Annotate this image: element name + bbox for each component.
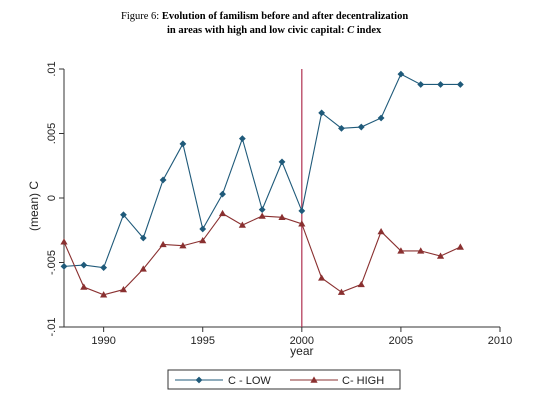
- chart-axes: 1990 1995 2000 2005 2010 -.01 -.005 0 .005 .01: [46, 61, 512, 347]
- series-marker-diamond: [139, 234, 147, 242]
- x-tick-label: 2010: [488, 335, 512, 347]
- caption-index-letter: C: [347, 25, 355, 36]
- series-marker-triangle: [318, 274, 326, 281]
- caption-line-1: Figure 6: Evolution of familism before a…: [121, 10, 408, 24]
- series-marker-diamond: [338, 124, 345, 132]
- series-marker-diamond: [219, 190, 226, 198]
- series-marker-diamond: [456, 81, 464, 88]
- series-marker-diamond: [357, 123, 365, 131]
- legend-label: C- HIGH: [342, 375, 384, 387]
- legend-label: C - LOW: [228, 375, 271, 387]
- series-marker-triangle: [357, 280, 365, 288]
- series-marker-triangle: [139, 265, 147, 272]
- series-marker-diamond: [258, 206, 266, 214]
- series-marker-diamond: [417, 81, 425, 88]
- series-marker-diamond: [195, 376, 203, 384]
- y-tick-label: -.01: [46, 318, 58, 337]
- series-marker-triangle: [238, 221, 246, 228]
- chart-legend: C - LOW C- HIGH: [167, 369, 401, 390]
- x-tick-label: 1990: [91, 335, 115, 347]
- series-marker-triangle: [310, 376, 318, 383]
- series-marker-triangle: [60, 238, 68, 245]
- series-marker-diamond: [377, 114, 385, 122]
- series-marker-triangle: [80, 283, 88, 290]
- series-marker-diamond: [80, 261, 88, 269]
- y-tick-label: -.005: [46, 250, 58, 275]
- series-marker-diamond: [437, 81, 444, 88]
- caption-index-word: index: [354, 25, 382, 36]
- series-marker-triangle: [436, 252, 445, 259]
- series-marker-diamond: [199, 225, 207, 233]
- series-marker-triangle: [258, 212, 266, 219]
- series-marker-triangle: [298, 220, 306, 227]
- series-marker-triangle: [456, 243, 464, 250]
- x-tick-label: 2005: [389, 335, 413, 347]
- y-tick-label: 0: [46, 195, 58, 201]
- series-marker-diamond: [60, 262, 68, 270]
- legend-box: [167, 369, 401, 390]
- series-marker-diamond: [318, 109, 326, 117]
- series-marker-diamond: [238, 135, 246, 143]
- series-marker-triangle: [337, 288, 346, 295]
- caption-title-line-2: in areas with high and low civic capital…: [167, 25, 348, 36]
- series-marker-triangle: [377, 227, 385, 235]
- series-marker-triangle: [278, 213, 286, 221]
- series-marker-triangle: [417, 247, 425, 254]
- y-axis-title: (mean) C: [27, 181, 41, 231]
- series-line: [63, 73, 461, 269]
- y-tick-label: .01: [46, 61, 58, 76]
- caption-prefix: Figure 6:: [121, 11, 162, 22]
- series-marker-triangle: [119, 285, 128, 293]
- caption-title-line-1: Evolution of familism before and after d…: [161, 11, 409, 22]
- series-marker-triangle: [218, 209, 227, 217]
- series-marker-diamond: [397, 70, 405, 78]
- series-c-low: [60, 70, 464, 272]
- x-tick-label: 2000: [290, 335, 314, 347]
- series-marker-triangle: [100, 291, 108, 298]
- series-line: [63, 212, 461, 296]
- y-tick-label: .005: [46, 123, 58, 144]
- series-marker-diamond: [298, 207, 306, 215]
- series-marker-triangle: [179, 242, 187, 249]
- x-axis-title: year: [290, 344, 313, 358]
- series-c-high: [60, 209, 464, 298]
- series-marker-diamond: [159, 176, 167, 184]
- series-marker-diamond: [100, 264, 108, 272]
- series-marker-triangle: [159, 240, 167, 248]
- series-marker-triangle: [199, 236, 207, 244]
- series-marker-diamond: [179, 140, 187, 148]
- series-marker-triangle: [397, 247, 405, 254]
- series-group: [60, 70, 464, 298]
- caption-line-2: in areas with high and low civic capital…: [167, 24, 381, 38]
- x-tick-label: 1995: [190, 335, 214, 347]
- series-marker-diamond: [120, 211, 127, 219]
- series-marker-diamond: [278, 158, 286, 166]
